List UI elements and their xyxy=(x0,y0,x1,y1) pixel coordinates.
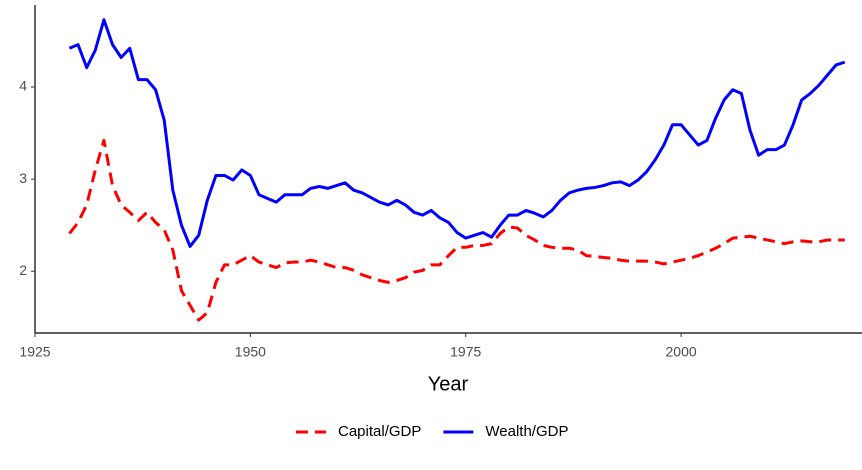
data-line xyxy=(68,138,845,322)
x-tick-label: 1950 xyxy=(235,344,266,360)
y-tick-label: 4 xyxy=(19,78,27,94)
x-tick-label: 1975 xyxy=(450,344,481,360)
y-tick-label: 2 xyxy=(19,262,27,278)
x-tick-label: 2000 xyxy=(666,344,697,360)
x-tick-label: 1925 xyxy=(19,344,50,360)
data-line xyxy=(68,18,846,248)
x-axis-title: Year xyxy=(428,373,469,395)
legend-label: Wealth/GDP xyxy=(485,423,568,440)
legend-label: Capital/GDP xyxy=(338,423,421,440)
y-tick-label: 3 xyxy=(19,170,27,186)
